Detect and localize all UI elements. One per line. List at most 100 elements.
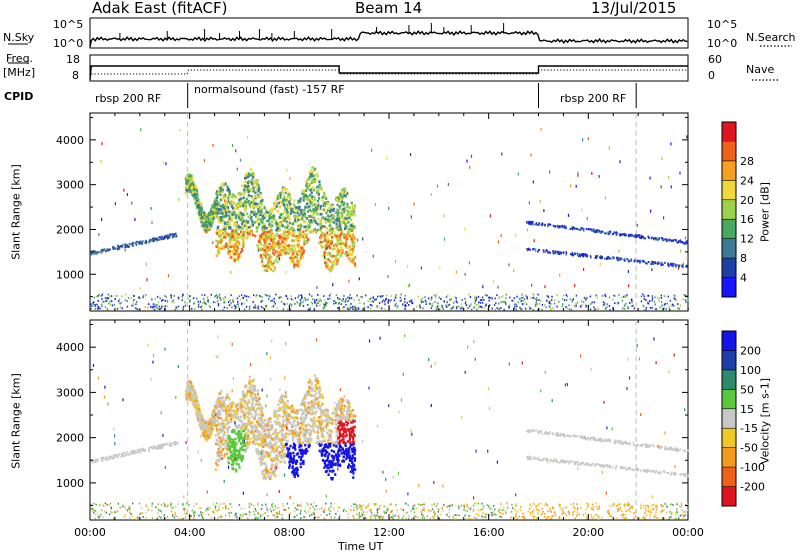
range-cell	[311, 513, 313, 516]
range-cell	[264, 208, 267, 212]
range-cell	[276, 250, 279, 254]
range-cell	[516, 305, 518, 308]
range-cell	[246, 194, 249, 197]
range-cell	[193, 517, 195, 520]
range-cell	[395, 303, 397, 305]
range-cell	[238, 198, 241, 202]
range-cell	[430, 510, 432, 513]
range-cell	[238, 225, 241, 229]
range-cell	[287, 449, 290, 453]
range-cell	[302, 305, 305, 307]
range-cell	[336, 244, 339, 248]
range-cell	[267, 219, 270, 223]
range-cell	[681, 264, 684, 267]
range-cell	[222, 215, 225, 218]
range-cell	[285, 208, 288, 211]
range-cell	[315, 207, 318, 211]
range-cell	[274, 219, 277, 223]
range-cell	[163, 236, 166, 238]
range-cell	[194, 308, 196, 310]
range-cell	[548, 251, 550, 254]
range-cell	[248, 511, 251, 513]
range-cell	[99, 504, 101, 506]
range-cell	[309, 198, 313, 201]
range-cell	[170, 502, 172, 505]
range-cell	[569, 228, 572, 230]
range-cell	[177, 503, 180, 505]
range-cell	[500, 503, 502, 506]
range-cell	[394, 304, 396, 307]
range-cell	[108, 513, 111, 516]
range-cell	[477, 513, 480, 516]
range-cell	[576, 513, 579, 516]
range-cell	[262, 229, 265, 233]
range-cell	[466, 159, 468, 163]
range-cell	[257, 517, 260, 520]
range-cell	[223, 199, 226, 203]
range-cell	[340, 203, 343, 207]
range-cell	[238, 504, 241, 506]
range-cell	[329, 218, 332, 222]
range-cell	[564, 225, 566, 228]
range-cell	[345, 246, 348, 249]
range-cell	[121, 307, 123, 310]
range-cell	[164, 503, 166, 506]
range-cell	[532, 220, 534, 223]
range-cell	[461, 504, 463, 506]
range-cell	[335, 217, 339, 221]
range-cell	[342, 233, 346, 236]
range-cell	[221, 210, 224, 214]
range-cell	[469, 296, 472, 298]
range-cell	[467, 507, 470, 509]
range-cell	[476, 502, 478, 505]
range-cell	[217, 191, 220, 195]
range-cell	[546, 295, 548, 297]
range-cell	[267, 246, 270, 249]
range-cell	[117, 244, 119, 247]
range-cell	[487, 307, 489, 310]
range-cell	[215, 190, 219, 193]
range-cell	[316, 508, 318, 511]
range-cell	[266, 507, 269, 509]
range-cell	[196, 201, 199, 205]
range-cell	[576, 503, 578, 505]
range-cell	[353, 213, 356, 217]
range-cell	[574, 284, 576, 288]
range-cell	[502, 301, 504, 303]
range-cell	[113, 247, 116, 250]
range-cell	[330, 505, 332, 508]
range-cell	[246, 188, 249, 191]
range-cell	[127, 297, 130, 299]
range-cell	[285, 187, 288, 191]
range-cell	[324, 299, 326, 302]
range-cell	[309, 188, 312, 192]
range-cell	[130, 297, 133, 299]
range-cell	[679, 304, 682, 307]
range-cell	[310, 229, 313, 233]
range-cell	[198, 213, 201, 217]
range-cell	[596, 229, 598, 232]
range-cell	[428, 509, 430, 512]
range-cell	[325, 219, 328, 223]
range-cell	[158, 238, 161, 241]
range-cell	[687, 299, 689, 302]
range-cell	[396, 307, 398, 309]
range-cell	[467, 307, 469, 309]
range-cell	[306, 210, 310, 213]
range-cell	[90, 507, 93, 510]
range-cell	[257, 186, 260, 190]
range-cell	[345, 298, 347, 300]
range-cell	[188, 515, 190, 518]
range-cell	[319, 236, 323, 240]
range-cell	[274, 201, 277, 204]
range-cell	[500, 502, 502, 505]
range-cell	[298, 503, 301, 506]
range-cell	[244, 190, 247, 193]
range-cell	[271, 245, 274, 249]
range-cell	[207, 508, 209, 511]
range-cell	[339, 239, 342, 242]
range-cell	[309, 193, 312, 197]
range-cell	[356, 507, 358, 509]
range-cell	[296, 264, 299, 267]
range-cell	[205, 213, 208, 216]
